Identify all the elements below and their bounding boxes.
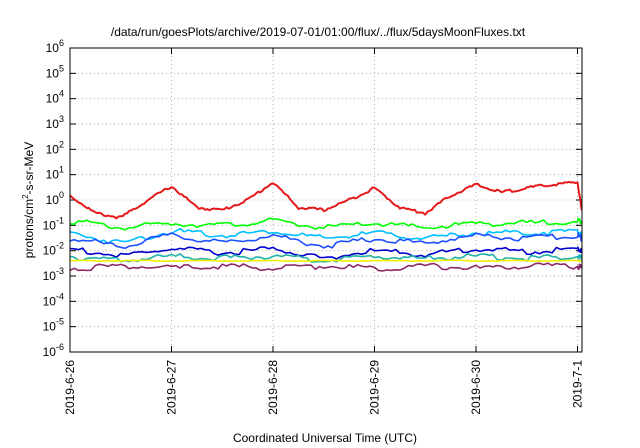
series-line-1 <box>69 180 583 220</box>
chart-title: /data/run/goesPlots/archive/2019-07-01/0… <box>111 25 526 39</box>
x-tick-label: 2019-7-1 <box>571 360 585 408</box>
series-line-6 <box>69 253 583 263</box>
y-tick-label: 10-3 <box>43 266 64 283</box>
y-tick-label: 103 <box>46 114 64 131</box>
y-tick-label: 10-5 <box>43 317 64 334</box>
y-tick-label: 104 <box>46 89 64 106</box>
y-tick-label: 10-6 <box>43 342 64 359</box>
y-tick-label: 10-2 <box>43 241 64 258</box>
series-lines <box>69 180 583 272</box>
series-line-7 <box>70 259 583 262</box>
plot-frame <box>69 47 583 353</box>
y-tick-label: 10-4 <box>43 291 64 308</box>
y-axis-label: protons/cm2-s-sr-MeV <box>21 142 36 258</box>
series-line-5 <box>69 246 583 260</box>
x-tick-label: 2019-6-28 <box>266 360 280 415</box>
x-tick-label: 2019-6-30 <box>469 360 483 415</box>
y-tick-label: 100 <box>46 190 64 207</box>
series-line-3 <box>69 227 583 245</box>
series-line-2 <box>69 217 583 231</box>
y-tick-label: 102 <box>46 139 64 156</box>
y-axis-ticks: 10-6 10-5 10-4 10-3 10-2 10-1 100 101 102 103 104 1… <box>43 38 582 359</box>
y-tick-label: 105 <box>46 63 64 80</box>
y-tick-label: 101 <box>46 165 64 182</box>
x-tick-label: 2019-6-26 <box>63 360 77 415</box>
series-line-4 <box>69 232 583 250</box>
x-tick-label: 2019-6-27 <box>165 360 179 415</box>
y-tick-label: 10-1 <box>43 215 64 232</box>
x-tick-label: 2019-6-29 <box>368 360 382 415</box>
x-axis-ticks: 2019-6-26 2019-6-27 2019-6-28 2019-6-29 2019… <box>63 48 585 415</box>
x-axis-label: Coordinated Universal Time (UTC) <box>233 431 417 445</box>
series-line-8 <box>69 262 583 272</box>
y-tick-label: 106 <box>46 38 64 55</box>
